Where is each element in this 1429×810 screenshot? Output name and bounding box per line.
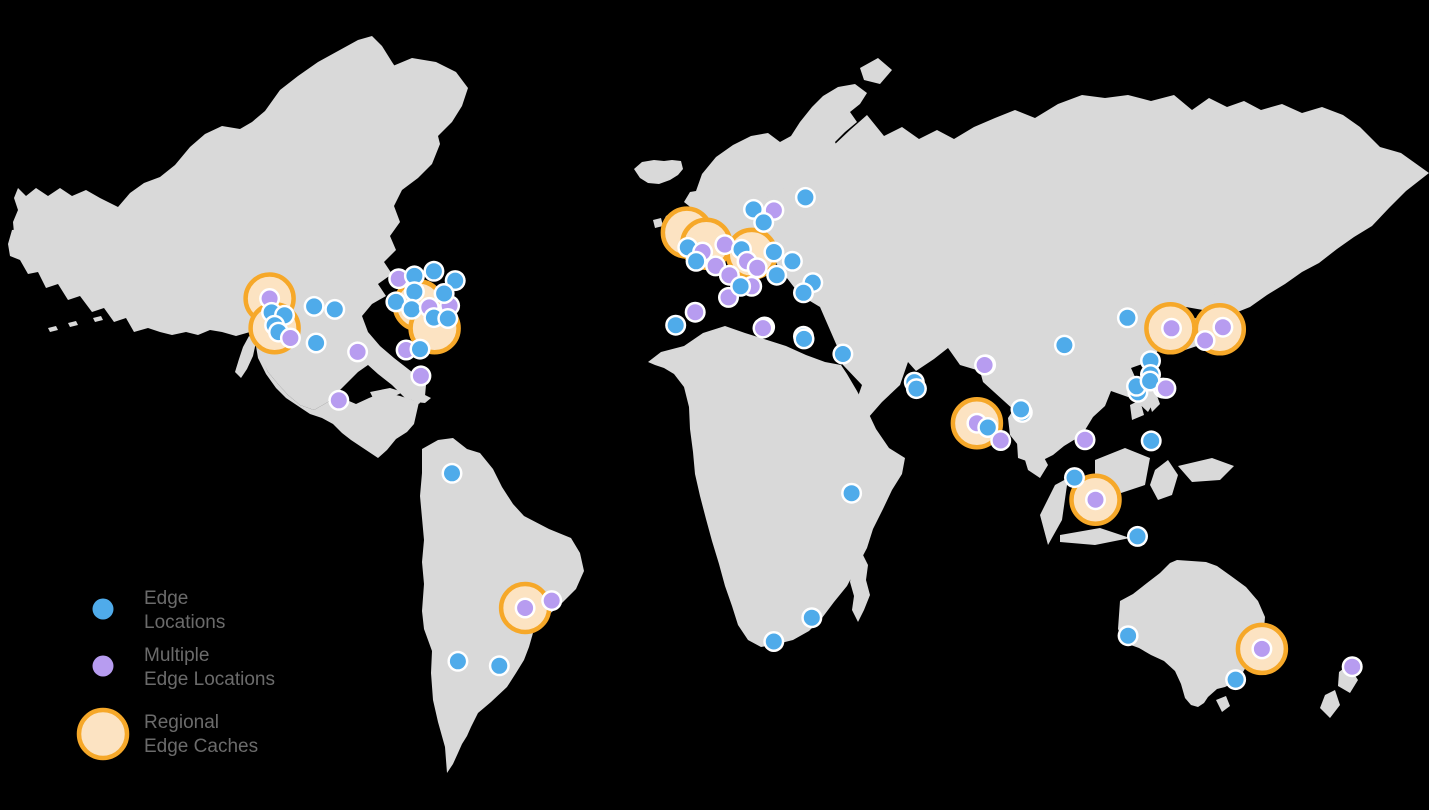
svg-text:Edge Locations: Edge Locations	[144, 669, 275, 690]
svg-text:Edge: Edge	[144, 588, 188, 609]
svg-text:Edge Caches: Edge Caches	[144, 736, 258, 757]
svg-text:Locations: Locations	[144, 612, 225, 633]
svg-text:Multiple: Multiple	[144, 645, 209, 666]
svg-text:Regional: Regional	[144, 712, 219, 733]
